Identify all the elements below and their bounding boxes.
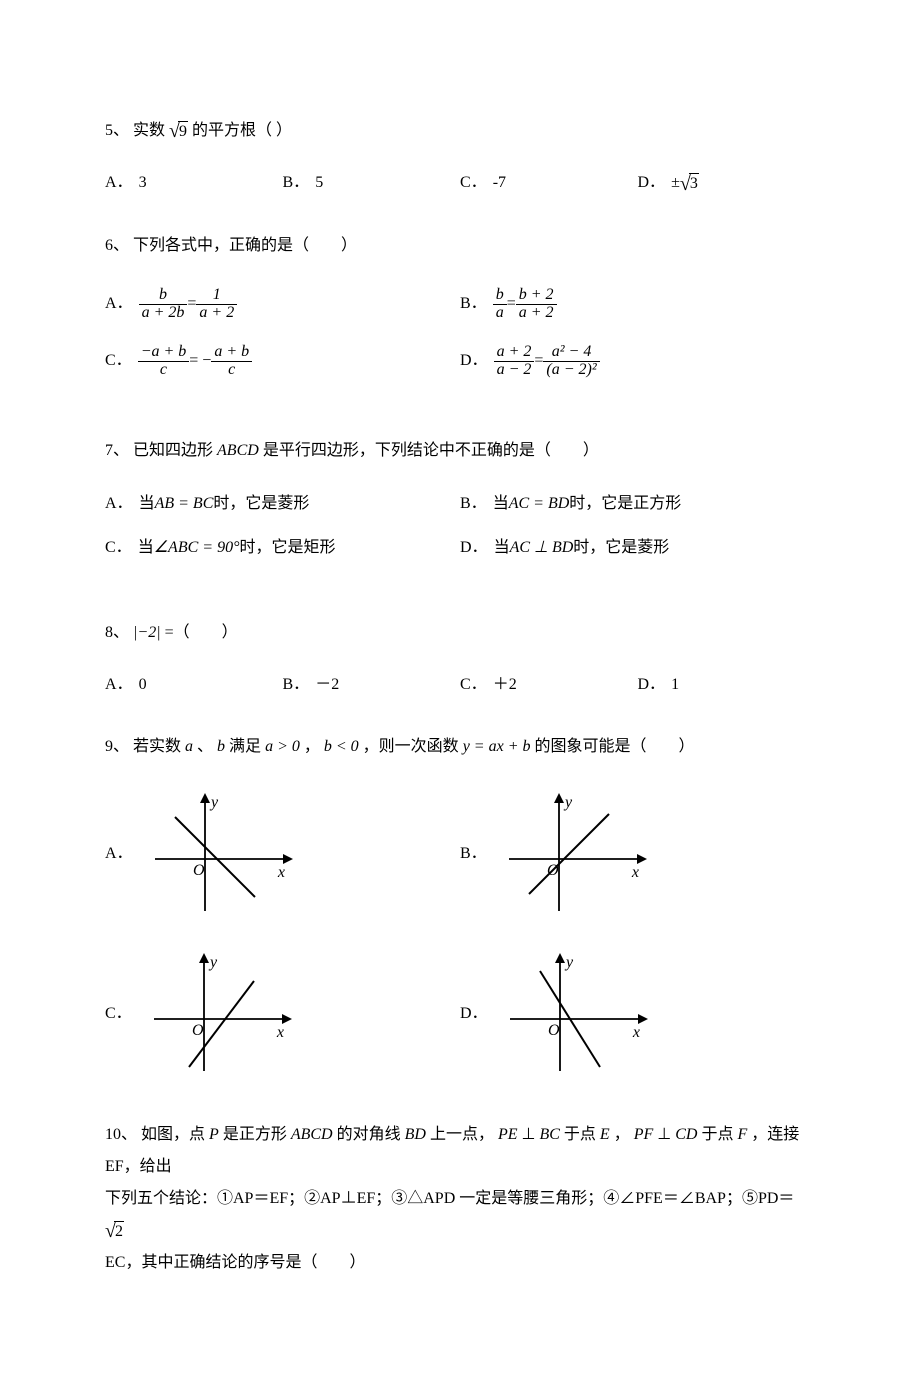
- q6-opt-a: A． ba + 2b = 1a + 2: [105, 287, 460, 322]
- q9-opt-c: C． yxO: [105, 949, 460, 1079]
- q5-sqrt-arg: 9: [178, 121, 188, 141]
- q10-line2: 下列五个结论：①AP＝EF；②AP⊥EF；③△APD 一定是等腰三角形；④∠PF…: [105, 1183, 815, 1247]
- q8-opt-d: D．1: [638, 674, 816, 696]
- q6-opt-d: D． a + 2a − 2 = a² − 4(a − 2)²: [460, 344, 815, 379]
- q7-options: A． 当 AB = BC 时，它是菱形 B． 当 AC = BD 时，它是正方形…: [105, 493, 815, 582]
- q5-stem: 5、 实数 √ 9 的平方根（ ）: [105, 120, 815, 142]
- question-8: 8、 |−2| =（ ） A．0 B．－2 C．＋2 D．1: [105, 622, 815, 697]
- q7-stem: 7、 已知四边形 ABCD 是平行四边形，下列结论中不正确的是（ ）: [105, 440, 815, 462]
- sqrt-icon: √ 3: [680, 173, 699, 193]
- svg-text:y: y: [563, 794, 573, 811]
- q7-opt-a: A． 当 AB = BC 时，它是菱形: [105, 493, 460, 515]
- question-7: 7、 已知四边形 ABCD 是平行四边形，下列结论中不正确的是（ ） A． 当 …: [105, 440, 815, 581]
- q8-options: A．0 B．－2 C．＋2 D．1: [105, 674, 815, 696]
- q8-opt-b: B．－2: [283, 674, 461, 696]
- q6-stem: 6、 下列各式中，正确的是（ ）: [105, 235, 815, 257]
- q8-opt-a: A．0: [105, 674, 283, 696]
- q9-opt-a: A． yxO: [105, 789, 460, 919]
- q9-row1: A． yxO B． yxO: [105, 789, 815, 919]
- q8-stem: 8、 |−2| =（ ）: [105, 622, 815, 644]
- q9-opt-d: D． yxO: [460, 949, 815, 1079]
- q8-opt-c: C．＋2: [460, 674, 638, 696]
- svg-text:x: x: [276, 864, 284, 881]
- question-6: 6、 下列各式中，正确的是（ ） A． ba + 2b = 1a + 2 B． …: [105, 235, 815, 401]
- exam-page: 5、 实数 √ 9 的平方根（ ） A． 3 B． 5 C． -7 D．: [0, 0, 920, 1379]
- q6-opt-b: B． ba = b + 2a + 2: [460, 287, 815, 322]
- sqrt-icon: √ 2: [105, 1221, 124, 1241]
- q5-number: 5、: [105, 122, 129, 139]
- svg-text:O: O: [192, 1022, 204, 1039]
- q7-opt-b: B． 当 AC = BD 时，它是正方形: [460, 493, 815, 515]
- q7-opt-c: C． 当 ∠ABC = 90° 时，它是矩形: [105, 537, 460, 559]
- q5-opt-a: A． 3: [105, 172, 283, 194]
- q6-opt-c: C． −a + bc = − a + bc: [105, 344, 460, 379]
- q9-stem: 9、 若实数 a 、 b 满足 a > 0 ， b < 0 ，则一次函数 y =…: [105, 736, 815, 758]
- graph-a: y x O: [145, 789, 295, 919]
- svg-text:O: O: [193, 862, 205, 879]
- question-9: 9、 若实数 a 、 b 满足 a > 0 ， b < 0 ，则一次函数 y =…: [105, 736, 815, 1078]
- graph-d: y x O: [500, 949, 650, 1079]
- q9-row2: C． yxO D． yxO: [105, 949, 815, 1079]
- q5-opt-c: C． -7: [460, 172, 638, 194]
- q7-opt-d: D． 当 AC ⊥ BD 时，它是菱形: [460, 537, 815, 559]
- question-5: 5、 实数 √ 9 的平方根（ ） A． 3 B． 5 C． -7 D．: [105, 120, 815, 195]
- q9-opt-b: B． yxO: [460, 789, 815, 919]
- q5-pre: 实数: [133, 122, 165, 139]
- sqrt-icon: √ 9: [169, 121, 188, 141]
- q6-options: A． ba + 2b = 1a + 2 B． ba = b + 2a + 2 C…: [105, 287, 815, 400]
- svg-text:x: x: [631, 864, 639, 881]
- graph-c: y x O: [144, 949, 294, 1079]
- svg-text:y: y: [209, 794, 219, 811]
- q5-opt-b: B． 5: [283, 172, 461, 194]
- q5-opt-d: D． ± √ 3: [638, 172, 816, 194]
- question-10: 10、 如图，点 P 是正方形 ABCD 的对角线 BD 上一点， PE ⊥ B…: [105, 1119, 815, 1279]
- q10-line1: 10、 如图，点 P 是正方形 ABCD 的对角线 BD 上一点， PE ⊥ B…: [105, 1119, 815, 1183]
- svg-text:y: y: [564, 954, 574, 971]
- svg-text:x: x: [276, 1024, 284, 1041]
- graph-b: yxO: [499, 789, 649, 919]
- q10-line3: EC，其中正确结论的序号是（ ）: [105, 1247, 815, 1279]
- svg-text:O: O: [548, 1022, 560, 1039]
- q5-post: 的平方根（ ）: [192, 122, 292, 139]
- svg-text:x: x: [631, 1024, 639, 1041]
- q5-options: A． 3 B． 5 C． -7 D． ± √ 3: [105, 172, 815, 194]
- svg-text:y: y: [208, 954, 218, 971]
